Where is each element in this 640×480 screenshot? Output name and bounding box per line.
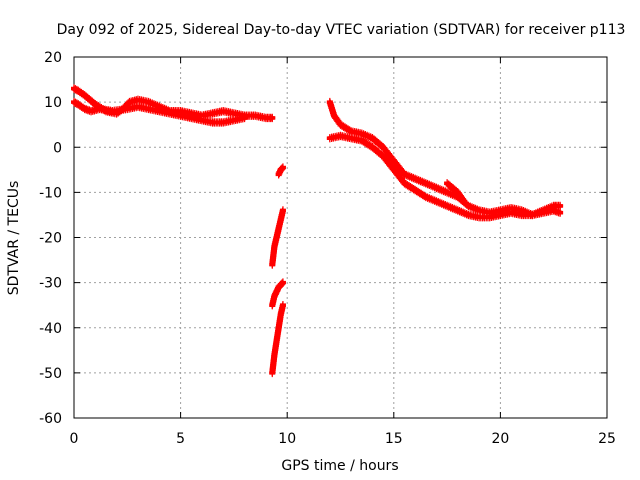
y-tick-label: -30 bbox=[39, 276, 62, 292]
x-tick-label: 10 bbox=[278, 431, 296, 447]
y-tick-label: -20 bbox=[39, 231, 62, 247]
x-tick-label: 0 bbox=[70, 431, 79, 447]
y-tick-label: -40 bbox=[39, 321, 62, 337]
y-tick-label: -60 bbox=[39, 411, 62, 427]
x-axis-label: GPS time / hours bbox=[281, 458, 398, 474]
y-tick-label: 0 bbox=[53, 140, 62, 156]
data-point bbox=[241, 116, 248, 123]
gridlines bbox=[74, 57, 607, 418]
axis-ticks: 0 5 10 15 20 25 20 10 0 -10 -20 -30 -40 -50 -60 bbox=[39, 50, 616, 447]
y-tick-label: 10 bbox=[44, 95, 62, 111]
chart-title: Day 092 of 2025, Sidereal Day-to-day VTE… bbox=[57, 22, 626, 38]
y-tick-label: -50 bbox=[39, 366, 62, 382]
data-point bbox=[269, 116, 276, 123]
data-point bbox=[461, 199, 468, 206]
data-point bbox=[279, 303, 286, 310]
x-tick-label: 25 bbox=[598, 431, 616, 447]
y-axis-label: SDTVAR / TECUs bbox=[6, 181, 22, 296]
x-tick-label: 5 bbox=[176, 431, 185, 447]
x-tick-label: 20 bbox=[491, 431, 509, 447]
data-point bbox=[279, 280, 286, 287]
x-tick-label: 15 bbox=[385, 431, 403, 447]
data-point bbox=[279, 208, 286, 215]
data-point bbox=[557, 210, 564, 217]
data-point bbox=[279, 165, 286, 172]
y-tick-label: 20 bbox=[44, 50, 62, 66]
y-tick-label: -10 bbox=[39, 185, 62, 201]
data-points bbox=[71, 84, 564, 378]
